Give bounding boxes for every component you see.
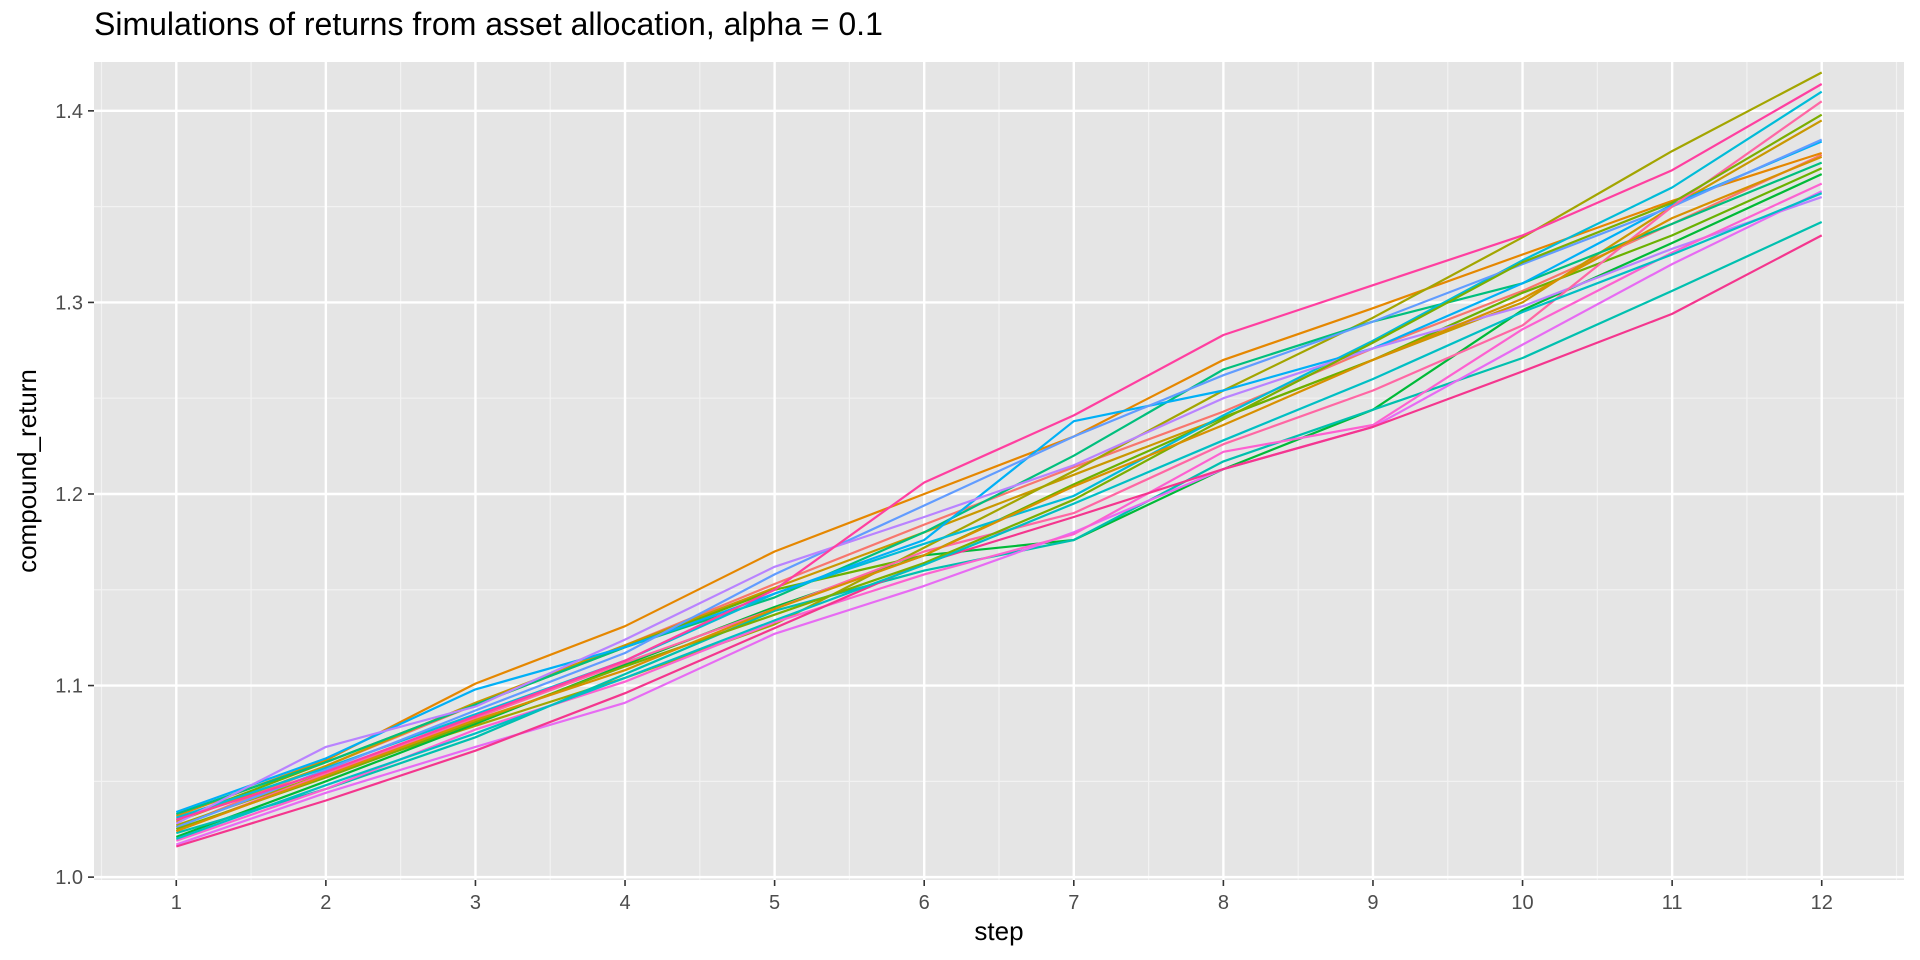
y-tick-label: 1.2 <box>55 484 83 506</box>
y-tick-label: 1.1 <box>55 676 83 698</box>
series-line-16 <box>175 83 1823 821</box>
x-tick-label: 9 <box>1367 892 1378 914</box>
series-line-19 <box>175 155 1823 833</box>
series-line-10 <box>175 140 1823 814</box>
x-tick-label: 6 <box>919 892 930 914</box>
x-tick-label: 7 <box>1068 892 1079 914</box>
y-tick-label: 1.3 <box>55 292 83 314</box>
x-tick-label: 12 <box>1811 892 1833 914</box>
series-line-18 <box>175 113 1823 831</box>
y-tick-label: 1.0 <box>55 867 83 889</box>
y-axis-title: compound_return <box>12 369 42 573</box>
x-tick-label: 11 <box>1662 892 1683 914</box>
series-line-6 <box>175 173 1823 838</box>
series-line-2 <box>175 151 1823 817</box>
chart-title: Simulations of returns from asset alloca… <box>94 6 883 42</box>
x-tick-label: 5 <box>769 892 780 914</box>
x-tick-label: 2 <box>320 892 331 914</box>
x-tick-label: 10 <box>1511 892 1533 914</box>
x-tick-label: 8 <box>1218 892 1229 914</box>
x-tick-label: 1 <box>171 892 182 914</box>
series-line-14 <box>175 182 1823 842</box>
series-line-20 <box>175 192 1823 840</box>
x-tick-label: 4 <box>619 892 630 914</box>
series-line-11 <box>175 138 1823 829</box>
x-axis-title: step <box>974 916 1023 946</box>
x-tick-label: 3 <box>470 892 481 914</box>
series-line-13 <box>175 190 1823 846</box>
series-line-12 <box>175 196 1823 825</box>
y-tick-label: 1.4 <box>55 101 83 123</box>
series-line-17 <box>175 234 1823 848</box>
